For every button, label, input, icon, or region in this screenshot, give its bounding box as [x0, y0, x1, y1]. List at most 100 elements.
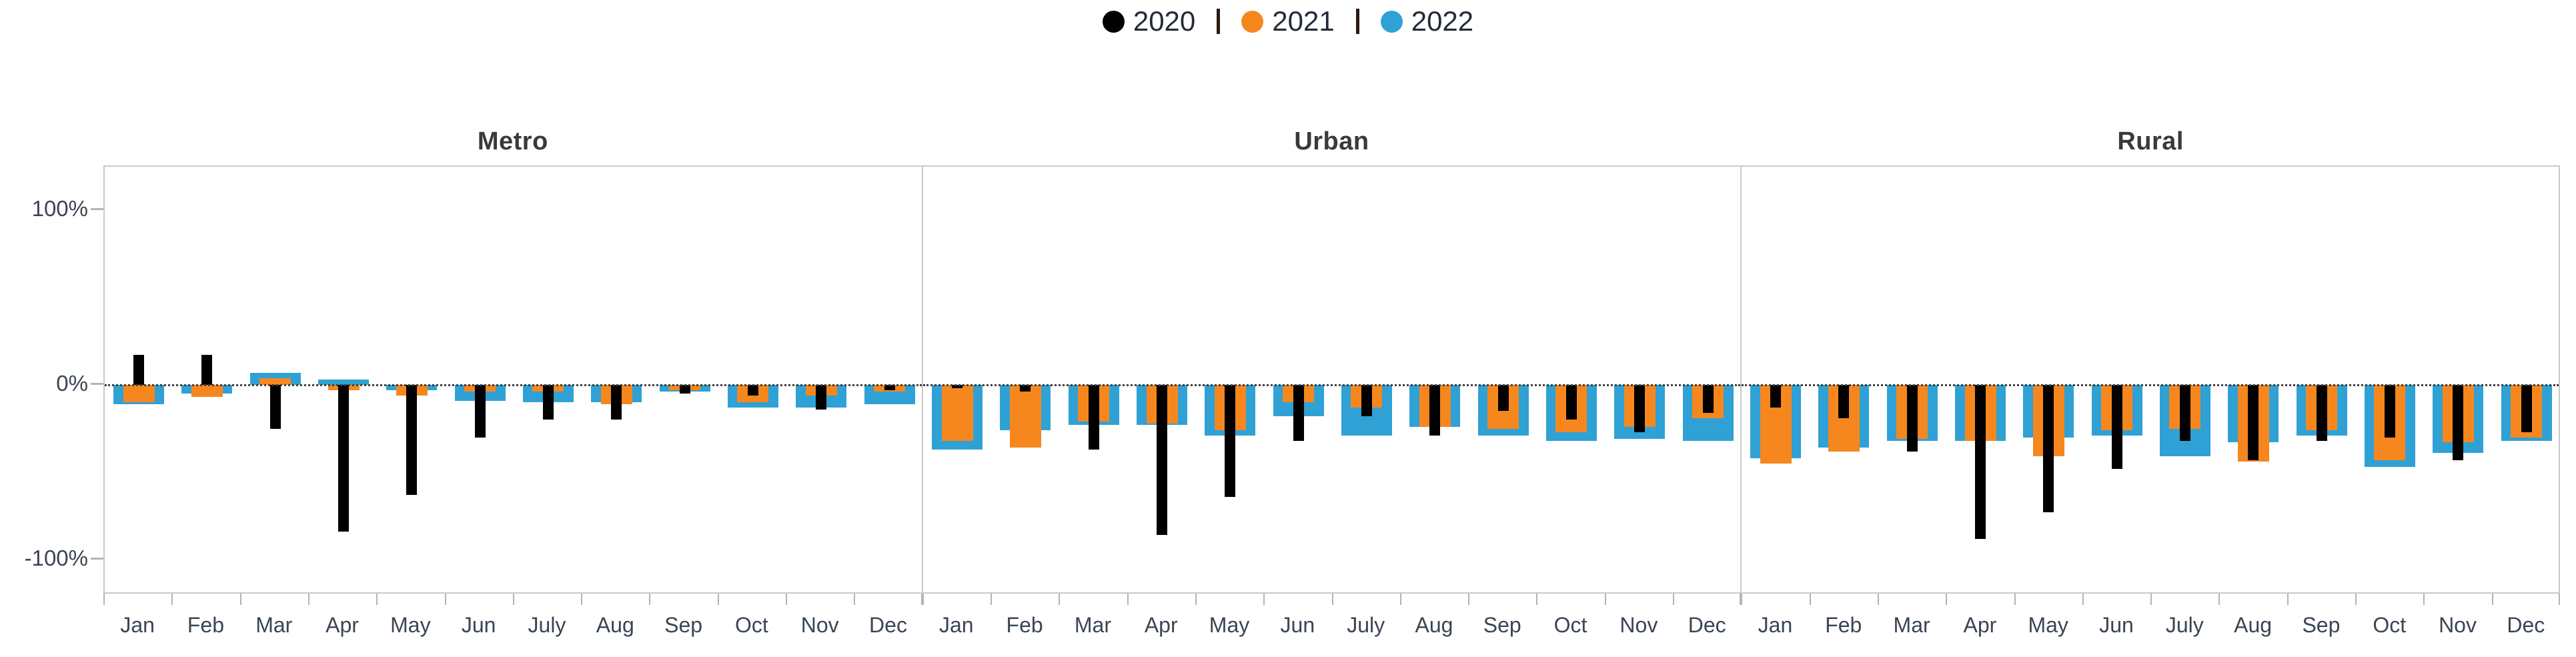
x-tick-mark	[2559, 594, 2560, 605]
bar-metro-mar-2021[interactable]	[259, 378, 291, 385]
bar-urban-aug-2020[interactable]	[1429, 385, 1441, 436]
y-tick-label--100: -100%	[24, 546, 88, 570]
x-tick-mark	[717, 594, 719, 605]
bar-rural-aug-2020[interactable]	[2248, 385, 2259, 460]
bar-metro-jan-2021[interactable]	[123, 385, 155, 403]
x-label-rural-mar: Mar	[1893, 612, 1930, 637]
bar-metro-mar-2020[interactable]	[269, 385, 281, 429]
bar-rural-feb-2020[interactable]	[1838, 385, 1850, 418]
plot-area	[103, 165, 2560, 594]
x-tick-mark	[444, 594, 446, 605]
bar-metro-july-2020[interactable]	[542, 385, 554, 420]
y-tick-label-0: 0%	[56, 371, 88, 396]
bar-metro-oct-2020[interactable]	[747, 385, 758, 396]
bar-urban-july-2020[interactable]	[1361, 385, 1372, 417]
x-tick-mark	[1195, 594, 1197, 605]
bar-metro-jun-2020[interactable]	[474, 385, 486, 438]
bar-urban-jan-2020[interactable]	[952, 385, 963, 389]
bar-rural-may-2020[interactable]	[2043, 385, 2054, 513]
x-label-metro-feb: Feb	[187, 612, 225, 637]
x-label-urban-dec: Dec	[1688, 612, 1726, 637]
x-tick-mark	[1331, 594, 1333, 605]
x-tick-mark	[581, 594, 583, 605]
x-label-rural-july: July	[2165, 612, 2204, 637]
x-tick-mark	[922, 594, 924, 605]
bar-rural-sep-2020[interactable]	[2316, 385, 2327, 441]
legend-item-2022[interactable]: 2022	[1380, 5, 1474, 37]
x-tick-mark	[1399, 594, 1401, 605]
x-label-metro-jan: Jan	[120, 612, 155, 637]
y-tick-mark	[91, 383, 103, 385]
legend-label-2021: 2021	[1272, 5, 1335, 37]
legend-swatch-icon-2020	[1102, 10, 1125, 33]
bar-metro-sep-2020[interactable]	[679, 385, 690, 394]
bar-urban-nov-2020[interactable]	[1634, 385, 1646, 432]
bar-urban-jun-2020[interactable]	[1293, 385, 1304, 441]
bar-urban-dec-2020[interactable]	[1702, 385, 1714, 413]
x-label-urban-aug: Aug	[1415, 612, 1453, 637]
bar-urban-feb-2020[interactable]	[1020, 385, 1031, 392]
x-label-metro-apr: Apr	[326, 612, 359, 637]
bar-metro-apr-2020[interactable]	[338, 385, 350, 532]
bar-metro-dec-2020[interactable]	[884, 385, 895, 390]
panel-urban	[922, 167, 1740, 592]
x-tick-mark	[786, 594, 788, 605]
x-label-metro-oct: Oct	[735, 612, 768, 637]
bar-metro-may-2020[interactable]	[406, 385, 418, 496]
x-tick-mark	[2355, 594, 2357, 605]
bar-metro-feb-2021[interactable]	[191, 385, 223, 398]
x-label-urban-may: May	[1209, 612, 1250, 637]
bar-rural-july-2020[interactable]	[2179, 385, 2190, 441]
x-label-metro-mar: Mar	[255, 612, 293, 637]
x-tick-mark	[376, 594, 378, 605]
bar-rural-nov-2020[interactable]	[2453, 385, 2464, 460]
bar-rural-apr-2020[interactable]	[1975, 385, 1986, 539]
x-tick-mark	[1263, 594, 1265, 605]
x-tick-mark	[2218, 594, 2220, 605]
x-label-metro-july: July	[528, 612, 566, 637]
bar-urban-sep-2020[interactable]	[1497, 385, 1509, 412]
facet-title-metro: Metro	[477, 127, 548, 155]
x-label-metro-may: May	[390, 612, 431, 637]
x-tick-mark	[1468, 594, 1470, 605]
x-label-rural-sep: Sep	[2302, 612, 2341, 637]
bar-rural-jan-2020[interactable]	[1770, 385, 1782, 408]
x-tick-mark	[1740, 594, 1742, 605]
x-label-rural-dec: Dec	[2507, 612, 2545, 637]
legend-item-2021[interactable]: 2021	[1241, 5, 1335, 37]
panel-rural	[1740, 167, 2559, 592]
x-label-urban-jun: Jun	[1280, 612, 1315, 637]
legend-separator	[1355, 9, 1359, 34]
x-label-metro-nov: Nov	[800, 612, 839, 637]
x-tick-mark	[2287, 594, 2289, 605]
legend-label-2020: 2020	[1133, 5, 1196, 37]
bar-rural-oct-2020[interactable]	[2384, 385, 2395, 438]
bar-rural-dec-2020[interactable]	[2521, 385, 2532, 432]
bar-metro-aug-2020[interactable]	[611, 385, 622, 420]
bar-rural-jun-2020[interactable]	[2111, 385, 2122, 469]
x-tick-mark	[239, 594, 241, 605]
bar-metro-nov-2020[interactable]	[816, 385, 827, 410]
bar-rural-mar-2020[interactable]	[1906, 385, 1918, 452]
legend-item-2020[interactable]: 2020	[1102, 5, 1196, 37]
bar-metro-apr-2022[interactable]	[318, 380, 370, 385]
bar-metro-feb-2020[interactable]	[201, 355, 213, 385]
x-label-urban-july: July	[1347, 612, 1385, 637]
bar-urban-oct-2020[interactable]	[1565, 385, 1577, 420]
bar-urban-mar-2020[interactable]	[1088, 385, 1099, 450]
legend: 2020 2021 2022	[0, 5, 2576, 37]
x-label-urban-mar: Mar	[1074, 612, 1111, 637]
x-tick-mark	[307, 594, 309, 605]
bar-metro-jan-2020[interactable]	[133, 355, 145, 385]
legend-label-2022: 2022	[1411, 5, 1474, 37]
bar-urban-feb-2021[interactable]	[1009, 385, 1041, 448]
bar-urban-may-2020[interactable]	[1225, 385, 1236, 497]
x-tick-mark	[649, 594, 651, 605]
x-tick-mark	[1059, 594, 1061, 605]
bar-urban-jan-2021[interactable]	[941, 385, 973, 441]
x-tick-mark	[171, 594, 173, 605]
bar-urban-apr-2020[interactable]	[1157, 385, 1168, 536]
x-tick-mark	[1536, 594, 1538, 605]
x-label-urban-feb: Feb	[1006, 612, 1043, 637]
zero-line	[923, 384, 1740, 386]
